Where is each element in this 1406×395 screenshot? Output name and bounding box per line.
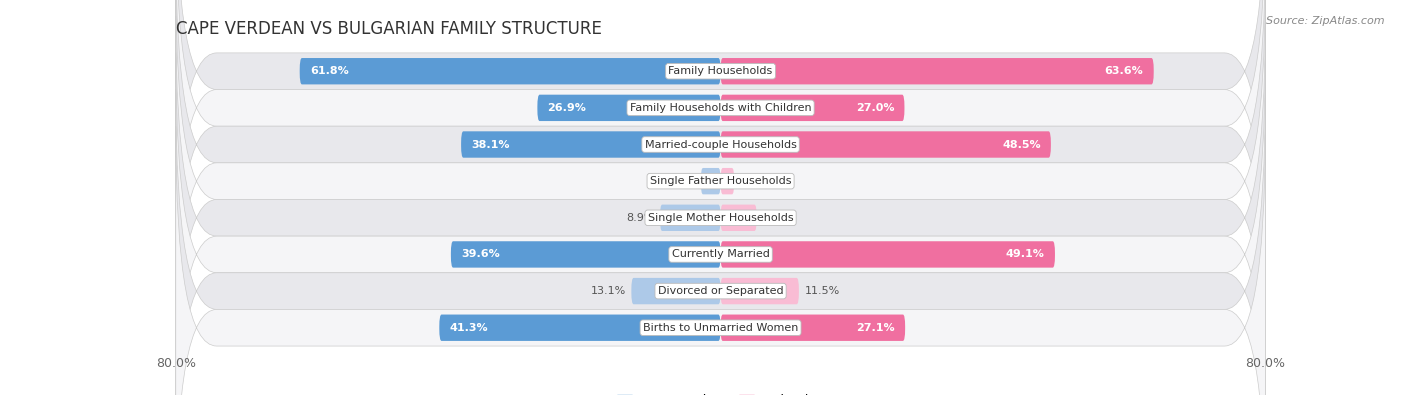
FancyBboxPatch shape bbox=[721, 205, 756, 231]
Text: 5.3%: 5.3% bbox=[762, 213, 790, 223]
Text: 2.0%: 2.0% bbox=[740, 176, 768, 186]
Text: Married-couple Households: Married-couple Households bbox=[644, 139, 797, 150]
FancyBboxPatch shape bbox=[461, 131, 721, 158]
Text: 38.1%: 38.1% bbox=[471, 139, 510, 150]
Text: 61.8%: 61.8% bbox=[309, 66, 349, 76]
FancyBboxPatch shape bbox=[176, 0, 1265, 309]
FancyBboxPatch shape bbox=[659, 205, 721, 231]
Text: 27.1%: 27.1% bbox=[856, 323, 896, 333]
Text: 13.1%: 13.1% bbox=[591, 286, 626, 296]
Text: Source: ZipAtlas.com: Source: ZipAtlas.com bbox=[1267, 16, 1385, 26]
FancyBboxPatch shape bbox=[176, 0, 1265, 346]
FancyBboxPatch shape bbox=[537, 95, 721, 121]
Text: 11.5%: 11.5% bbox=[804, 286, 839, 296]
Text: 41.3%: 41.3% bbox=[450, 323, 488, 333]
Text: 8.9%: 8.9% bbox=[626, 213, 655, 223]
Text: Divorced or Separated: Divorced or Separated bbox=[658, 286, 783, 296]
Legend: Cape Verdean, Bulgarian: Cape Verdean, Bulgarian bbox=[612, 389, 830, 395]
FancyBboxPatch shape bbox=[299, 58, 721, 85]
FancyBboxPatch shape bbox=[176, 0, 1265, 273]
FancyBboxPatch shape bbox=[176, 90, 1265, 395]
FancyBboxPatch shape bbox=[631, 278, 721, 304]
FancyBboxPatch shape bbox=[721, 58, 1154, 85]
FancyBboxPatch shape bbox=[721, 241, 1054, 268]
Text: 27.0%: 27.0% bbox=[856, 103, 894, 113]
Text: Family Households with Children: Family Households with Children bbox=[630, 103, 811, 113]
Text: Births to Unmarried Women: Births to Unmarried Women bbox=[643, 323, 799, 333]
FancyBboxPatch shape bbox=[176, 16, 1265, 395]
FancyBboxPatch shape bbox=[451, 241, 721, 268]
FancyBboxPatch shape bbox=[176, 53, 1265, 395]
Text: 2.9%: 2.9% bbox=[666, 176, 696, 186]
Text: 63.6%: 63.6% bbox=[1105, 66, 1143, 76]
FancyBboxPatch shape bbox=[700, 168, 721, 194]
FancyBboxPatch shape bbox=[721, 168, 734, 194]
FancyBboxPatch shape bbox=[439, 314, 721, 341]
FancyBboxPatch shape bbox=[176, 0, 1265, 383]
Text: Single Father Households: Single Father Households bbox=[650, 176, 792, 186]
FancyBboxPatch shape bbox=[176, 126, 1265, 395]
Text: 49.1%: 49.1% bbox=[1005, 249, 1045, 260]
Text: Family Households: Family Households bbox=[668, 66, 773, 76]
FancyBboxPatch shape bbox=[721, 314, 905, 341]
Text: Single Mother Households: Single Mother Households bbox=[648, 213, 793, 223]
Text: 39.6%: 39.6% bbox=[461, 249, 501, 260]
Text: 26.9%: 26.9% bbox=[547, 103, 586, 113]
FancyBboxPatch shape bbox=[721, 95, 904, 121]
FancyBboxPatch shape bbox=[721, 278, 799, 304]
Text: Currently Married: Currently Married bbox=[672, 249, 769, 260]
FancyBboxPatch shape bbox=[721, 131, 1050, 158]
Text: CAPE VERDEAN VS BULGARIAN FAMILY STRUCTURE: CAPE VERDEAN VS BULGARIAN FAMILY STRUCTU… bbox=[176, 19, 602, 38]
Text: 48.5%: 48.5% bbox=[1002, 139, 1040, 150]
